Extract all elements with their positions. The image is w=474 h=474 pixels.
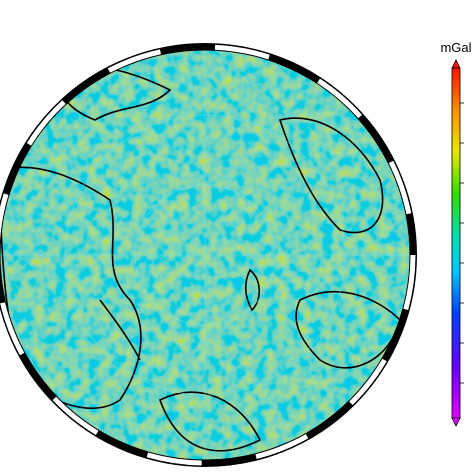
colorbar xyxy=(451,67,461,419)
colorbar-ticks xyxy=(460,102,464,384)
map-frame-outer xyxy=(0,43,417,467)
colorbar-arrow-bottom xyxy=(451,417,461,427)
colorbar-arrow-top xyxy=(451,59,461,69)
gravity-anomaly-map xyxy=(0,49,411,461)
map-frame-ticks xyxy=(0,44,416,466)
colorbar-label: mGal xyxy=(440,40,471,55)
graticule xyxy=(0,49,411,461)
